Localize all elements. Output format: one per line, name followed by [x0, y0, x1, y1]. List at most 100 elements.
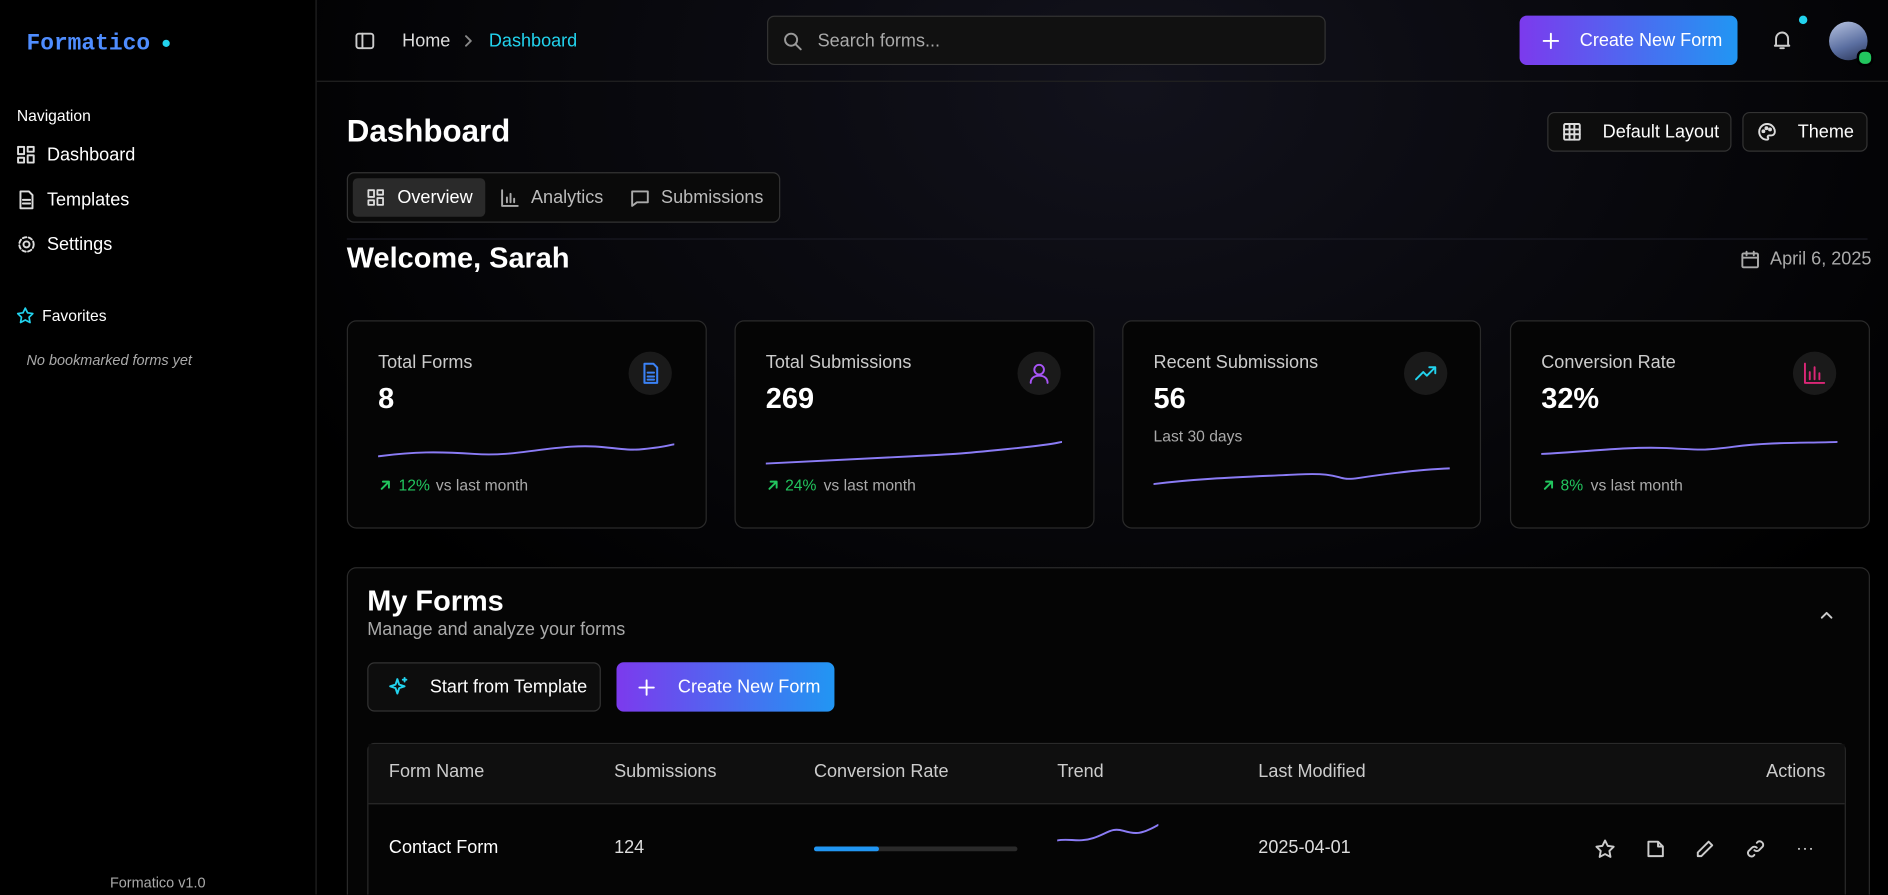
submissions-icon — [631, 190, 649, 207]
sparkle-icon — [389, 676, 408, 695]
button-label: Default Layout — [1602, 121, 1720, 143]
column-header: Form Name — [388, 761, 485, 783]
version: Formatico v1.0 — [109, 874, 206, 892]
favorites-heading: Favorites — [42, 306, 107, 325]
stat-note: vs last month — [1590, 476, 1683, 495]
tab[interactable]: Overview — [397, 187, 473, 208]
favorite-action[interactable] — [1595, 839, 1615, 858]
star-icon — [16, 307, 34, 324]
brand-dot — [162, 39, 170, 47]
dashboard-icon — [17, 145, 35, 164]
settings-icon — [18, 236, 35, 253]
layout-button[interactable]: Default Layout — [1547, 111, 1732, 152]
trend-icon — [1415, 366, 1437, 381]
stat-label: Conversion Rate — [1541, 352, 1676, 373]
table-header — [368, 744, 1845, 805]
stat-value: 8 — [378, 382, 395, 416]
active-tab[interactable] — [352, 178, 486, 217]
up-arrow — [768, 480, 778, 490]
submissions: 124 — [614, 837, 645, 858]
form-name[interactable]: Contact Form — [388, 837, 499, 858]
grid-icon — [1563, 123, 1581, 141]
stat-label: Total Submissions — [765, 352, 912, 373]
overview-icon — [367, 189, 384, 206]
table — [367, 742, 1846, 895]
progress-track — [813, 846, 1018, 852]
sparkline — [765, 440, 1063, 465]
page-title: Dashboard — [346, 112, 511, 149]
button-label: Theme — [1797, 121, 1854, 143]
search-icon — [784, 32, 802, 51]
column-header: Actions — [1766, 761, 1826, 783]
stat-value: 32% — [1541, 382, 1600, 416]
last-modified: 2025-04-01 — [1258, 837, 1351, 858]
sparkline — [1153, 467, 1450, 486]
divider — [346, 238, 1868, 240]
nav-heading: Navigation — [16, 106, 91, 125]
sparkline — [378, 443, 675, 458]
plus-icon — [1542, 32, 1560, 50]
column-header: Conversion Rate — [813, 761, 949, 783]
button-label: Create New Form — [677, 676, 821, 698]
sidebar — [0, 0, 317, 895]
up-arrow — [380, 480, 390, 490]
header-border — [316, 80, 1888, 82]
button-label: Create New Form — [1579, 30, 1723, 51]
stat-value: 269 — [765, 382, 815, 416]
progress-fill — [813, 846, 879, 852]
analytics-icon — [501, 189, 519, 207]
nav-item[interactable]: Dashboard — [46, 145, 136, 166]
stat-note: vs last month — [823, 476, 916, 495]
templates-icon — [19, 190, 34, 210]
stat-icon-bg — [1017, 351, 1061, 395]
stat-change: 8% — [1560, 476, 1584, 495]
column-header: Last Modified — [1258, 761, 1366, 783]
stat-label: Recent Submissions — [1153, 352, 1319, 373]
empty-note: No bookmarked forms yet — [26, 351, 192, 369]
more-action[interactable] — [1795, 839, 1814, 858]
edit-action[interactable] — [1695, 839, 1714, 858]
forms-icon — [643, 362, 659, 384]
palette-icon — [1758, 123, 1776, 141]
user-icon — [1029, 363, 1049, 384]
chevron — [465, 35, 472, 47]
breadcrumb-current: Dashboard — [488, 30, 578, 52]
nav-item[interactable]: Templates — [46, 189, 130, 211]
status-dot — [1856, 49, 1874, 67]
stat-change: 24% — [785, 476, 817, 495]
welcome: Welcome, Sarah — [346, 242, 570, 275]
stat-subtitle: Last 30 days — [1153, 426, 1243, 445]
date: April 6, 2025 — [1770, 248, 1872, 270]
search-placeholder: Search forms... — [817, 30, 941, 52]
stat-note: vs last month — [435, 476, 529, 495]
template-button[interactable]: Start from Template — [367, 662, 601, 712]
column-header: Submissions — [614, 761, 717, 783]
theme-button[interactable]: Theme — [1742, 111, 1868, 152]
tab[interactable]: Submissions — [661, 187, 764, 208]
stat-label: Total Forms — [378, 352, 473, 373]
calendar-icon — [1741, 250, 1759, 269]
sidebar-toggle[interactable] — [355, 31, 375, 50]
search-box[interactable] — [767, 15, 1326, 66]
forms-title: My Forms — [367, 585, 504, 618]
notification-dot — [1798, 15, 1808, 25]
trend-sparkline — [1057, 823, 1159, 842]
button-label: Start from Template — [429, 676, 588, 698]
plus-icon — [638, 679, 655, 696]
chart-icon — [1803, 362, 1826, 384]
up-arrow — [1543, 480, 1554, 490]
sparkline — [1541, 440, 1838, 455]
forms-card — [346, 567, 1870, 895]
column-header: Trend — [1057, 761, 1104, 783]
duplicate-action[interactable] — [1646, 839, 1665, 858]
bell-icon[interactable] — [1772, 30, 1791, 50]
collapse-icon[interactable] — [1819, 609, 1833, 621]
breadcrumb[interactable]: Home — [402, 30, 451, 52]
link-action[interactable] — [1746, 839, 1765, 858]
nav-item[interactable]: Settings — [46, 234, 113, 255]
stat-value: 56 — [1153, 382, 1186, 416]
stat-change: 12% — [398, 476, 430, 495]
brand[interactable]: Formatico — [26, 30, 151, 57]
tab[interactable]: Analytics — [531, 187, 604, 208]
